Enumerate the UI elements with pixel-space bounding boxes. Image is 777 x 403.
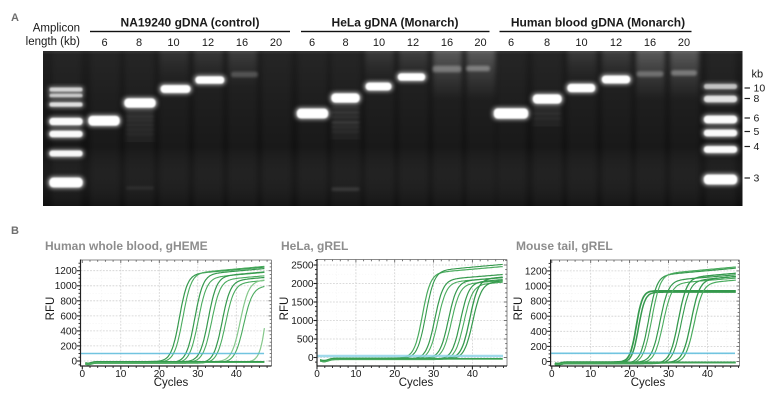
svg-text:3: 3 bbox=[754, 173, 760, 185]
svg-text:12: 12 bbox=[610, 37, 622, 49]
svg-text:30: 30 bbox=[192, 369, 204, 380]
svg-text:Amplicon: Amplicon bbox=[33, 23, 80, 35]
svg-text:0: 0 bbox=[549, 369, 555, 380]
svg-text:30: 30 bbox=[428, 369, 440, 380]
svg-text:8: 8 bbox=[754, 93, 760, 105]
svg-text:10: 10 bbox=[350, 369, 362, 380]
svg-text:6: 6 bbox=[754, 113, 760, 125]
svg-text:10: 10 bbox=[585, 369, 597, 380]
svg-text:8: 8 bbox=[136, 37, 142, 49]
svg-text:40: 40 bbox=[231, 369, 243, 380]
svg-text:2500: 2500 bbox=[291, 261, 314, 272]
svg-text:800: 800 bbox=[60, 296, 77, 307]
svg-text:800: 800 bbox=[530, 297, 547, 308]
svg-text:20: 20 bbox=[389, 369, 401, 380]
svg-text:B: B bbox=[11, 225, 19, 237]
svg-text:12: 12 bbox=[407, 37, 419, 49]
svg-text:Cycles: Cycles bbox=[399, 377, 434, 389]
svg-text:10: 10 bbox=[575, 37, 587, 49]
svg-text:12: 12 bbox=[202, 37, 214, 49]
svg-text:400: 400 bbox=[530, 327, 547, 338]
svg-text:0: 0 bbox=[308, 353, 314, 364]
svg-text:6: 6 bbox=[508, 37, 514, 49]
svg-text:16: 16 bbox=[441, 37, 453, 49]
svg-text:Human whole blood, gHEME: Human whole blood, gHEME bbox=[45, 239, 208, 253]
svg-text:8: 8 bbox=[342, 37, 348, 49]
svg-text:600: 600 bbox=[530, 312, 547, 323]
svg-text:0: 0 bbox=[80, 369, 86, 380]
svg-text:16: 16 bbox=[644, 37, 656, 49]
svg-text:0: 0 bbox=[71, 357, 77, 368]
svg-text:RFU: RFU bbox=[279, 297, 291, 321]
svg-text:A: A bbox=[11, 12, 19, 24]
svg-text:1000: 1000 bbox=[55, 281, 78, 292]
svg-text:6: 6 bbox=[101, 37, 107, 49]
svg-text:10: 10 bbox=[754, 83, 766, 95]
svg-text:0: 0 bbox=[314, 369, 320, 380]
svg-text:HeLa, gREL: HeLa, gREL bbox=[281, 239, 348, 253]
svg-text:Cycles: Cycles bbox=[631, 377, 666, 389]
svg-text:20: 20 bbox=[154, 369, 166, 380]
svg-text:1000: 1000 bbox=[291, 316, 314, 327]
svg-text:10: 10 bbox=[167, 37, 179, 49]
svg-text:5: 5 bbox=[754, 126, 760, 138]
svg-text:RFU: RFU bbox=[513, 297, 525, 321]
svg-text:RFU: RFU bbox=[45, 297, 57, 321]
svg-text:500: 500 bbox=[297, 335, 314, 346]
svg-text:Human blood gDNA (Monarch): Human blood gDNA (Monarch) bbox=[511, 16, 685, 30]
svg-text:1200: 1200 bbox=[525, 266, 548, 277]
svg-text:40: 40 bbox=[702, 369, 714, 380]
svg-text:200: 200 bbox=[60, 341, 77, 352]
svg-text:1500: 1500 bbox=[291, 298, 314, 309]
svg-text:0: 0 bbox=[542, 357, 548, 368]
svg-text:400: 400 bbox=[60, 326, 77, 337]
svg-text:Cycles: Cycles bbox=[154, 377, 189, 389]
svg-text:10: 10 bbox=[373, 37, 385, 49]
svg-text:200: 200 bbox=[530, 342, 547, 353]
svg-text:6: 6 bbox=[309, 37, 315, 49]
svg-text:4: 4 bbox=[754, 141, 760, 153]
svg-text:16: 16 bbox=[236, 37, 248, 49]
svg-text:Mouse tail, gREL: Mouse tail, gREL bbox=[516, 239, 613, 253]
svg-text:kb: kb bbox=[752, 69, 764, 81]
svg-text:20: 20 bbox=[624, 369, 636, 380]
svg-text:8: 8 bbox=[544, 37, 550, 49]
svg-text:20: 20 bbox=[678, 37, 690, 49]
svg-text:600: 600 bbox=[60, 311, 77, 322]
svg-text:10: 10 bbox=[115, 369, 127, 380]
svg-text:40: 40 bbox=[467, 369, 479, 380]
svg-text:NA19240 gDNA (control): NA19240 gDNA (control) bbox=[121, 16, 260, 30]
svg-text:length (kb): length (kb) bbox=[26, 36, 81, 48]
svg-text:1000: 1000 bbox=[525, 282, 548, 293]
svg-text:2000: 2000 bbox=[291, 279, 314, 290]
svg-text:HeLa gDNA (Monarch): HeLa gDNA (Monarch) bbox=[332, 16, 459, 30]
svg-text:20: 20 bbox=[474, 37, 486, 49]
svg-text:1200: 1200 bbox=[55, 266, 78, 277]
svg-text:20: 20 bbox=[270, 37, 282, 49]
svg-text:30: 30 bbox=[663, 369, 675, 380]
